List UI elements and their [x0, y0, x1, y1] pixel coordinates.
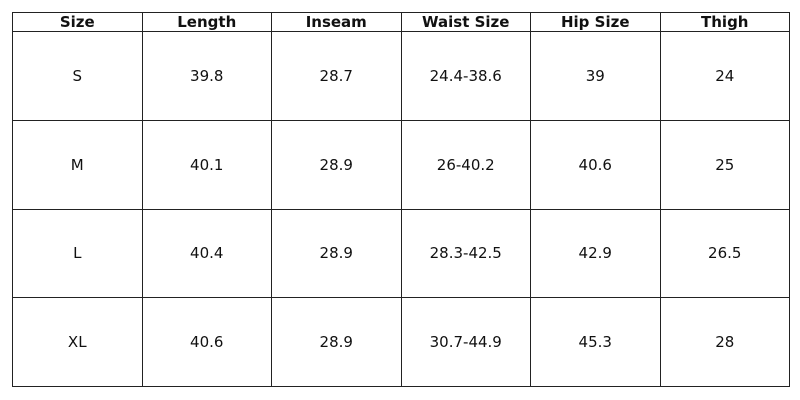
table-cell: XL: [12, 297, 143, 387]
table-cell: S: [12, 31, 143, 121]
table-cell: 28.9: [271, 119, 402, 210]
table-cell: 40.6: [530, 119, 661, 210]
table-cell: 40.1: [141, 119, 272, 210]
table-cell: 28.9: [271, 208, 402, 299]
table-cell: 26.5: [659, 208, 790, 299]
table-cell: L: [12, 208, 143, 299]
table-cell: 39.8: [141, 31, 272, 121]
table-cell: 24: [659, 31, 790, 121]
table-cell: 28: [659, 297, 790, 387]
table-row: L 40.4 28.9 28.3-42.5 42.9 26.5: [12, 208, 790, 299]
table-cell: 25: [659, 119, 790, 210]
table-cell: 42.9: [530, 208, 661, 299]
table-row: XL 40.6 28.9 30.7-44.9 45.3 28: [12, 297, 790, 387]
table-cell: M: [12, 119, 143, 210]
header-cell: Length: [141, 12, 272, 32]
header-cell: Thigh: [659, 12, 790, 32]
table-body: S 39.8 28.7 24.4-38.6 39 24 M 40.1 28.9 26-40.2 40…: [12, 31, 790, 387]
table-cell: 45.3: [530, 297, 661, 387]
table-cell: 39: [530, 31, 661, 121]
table-cell: 40.4: [141, 208, 272, 299]
size-table: Size Length Inseam Waist Size Hip Size Thigh …: [12, 12, 790, 387]
header-cell: Waist Size: [400, 12, 531, 32]
table-row: S 39.8 28.7 24.4-38.6 39 24: [12, 31, 790, 121]
table-cell: 26-40.2: [400, 119, 531, 210]
table-header: Size Length Inseam Waist Size Hip Size Thigh: [12, 12, 790, 32]
table-cell: 30.7-44.9: [400, 297, 531, 387]
table-cell: 28.7: [271, 31, 402, 121]
table-cell: 28.9: [271, 297, 402, 387]
header-cell: Size: [12, 12, 143, 32]
header-cell: Inseam: [271, 12, 402, 32]
table-row: M 40.1 28.9 26-40.2 40.6 25: [12, 119, 790, 210]
header-cell: Hip Size: [530, 12, 661, 32]
header-row: Size Length Inseam Waist Size Hip Size Thigh: [12, 12, 790, 32]
table-cell: 40.6: [141, 297, 272, 387]
table-cell: 28.3-42.5: [400, 208, 531, 299]
table-cell: 24.4-38.6: [400, 31, 531, 121]
